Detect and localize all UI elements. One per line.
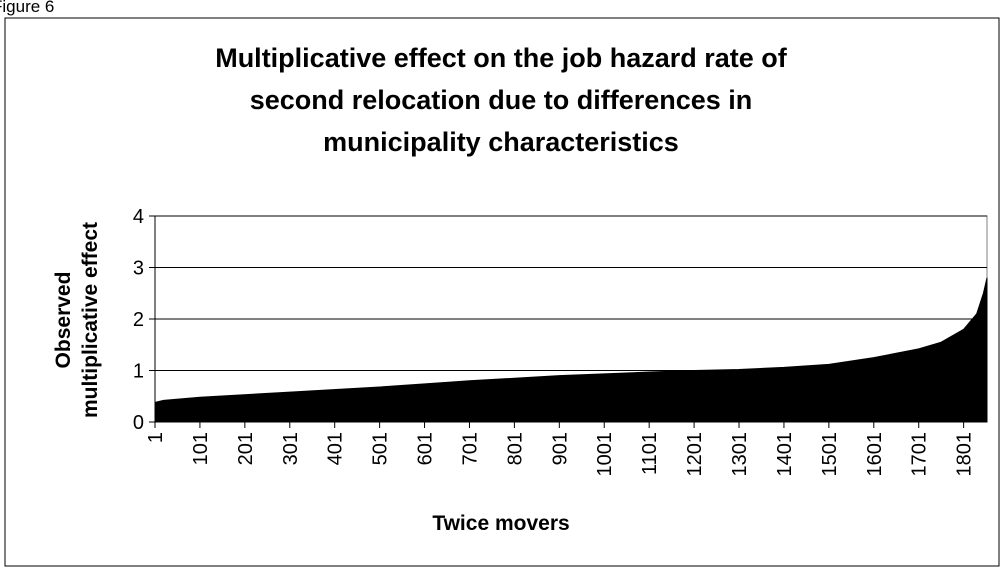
figure-label: Figure 6 (0, 0, 54, 16)
chart-title: Multiplicative effect on the job hazard … (215, 43, 788, 73)
x-tick-label: 1701 (909, 432, 931, 477)
area (154, 277, 988, 423)
y-tick-label: 4 (133, 206, 144, 228)
y-axis-label: Observed (52, 272, 75, 369)
x-tick-label: 601 (415, 432, 437, 465)
x-tick-label: 201 (235, 432, 257, 465)
x-tick-label: 801 (504, 432, 526, 465)
y-axis-label: multiplicative effect (79, 222, 102, 418)
x-tick-label: 1101 (639, 432, 661, 475)
x-tick-label: 701 (459, 432, 481, 465)
x-tick-label: 1301 (729, 432, 751, 477)
x-axis-label: Twice movers (432, 512, 569, 535)
x-tick-label: 401 (325, 432, 347, 465)
x-tick-label: 101 (190, 432, 212, 465)
x-tick-label: 1201 (684, 432, 706, 477)
y-tick-label: 2 (133, 309, 144, 331)
x-tick-label: 1601 (864, 432, 886, 477)
x-tick-label: 301 (280, 432, 302, 465)
chart-title: municipality characteristics (323, 127, 679, 157)
x-tick-label: 501 (370, 432, 392, 465)
x-tick-label: 901 (549, 432, 571, 465)
x-tick-label: 1 (145, 432, 167, 443)
x-tick-label: 1801 (954, 432, 976, 477)
y-tick-label: 0 (133, 412, 144, 434)
x-tick-label: 1401 (774, 432, 796, 477)
x-tick-label: 1001 (594, 432, 616, 477)
x-tick-label: 1501 (819, 432, 841, 477)
chart-title: second relocation due to differences in (250, 85, 753, 115)
y-tick-label: 1 (133, 361, 144, 383)
y-tick-label: 3 (133, 258, 144, 280)
chart-border (4, 17, 1000, 567)
